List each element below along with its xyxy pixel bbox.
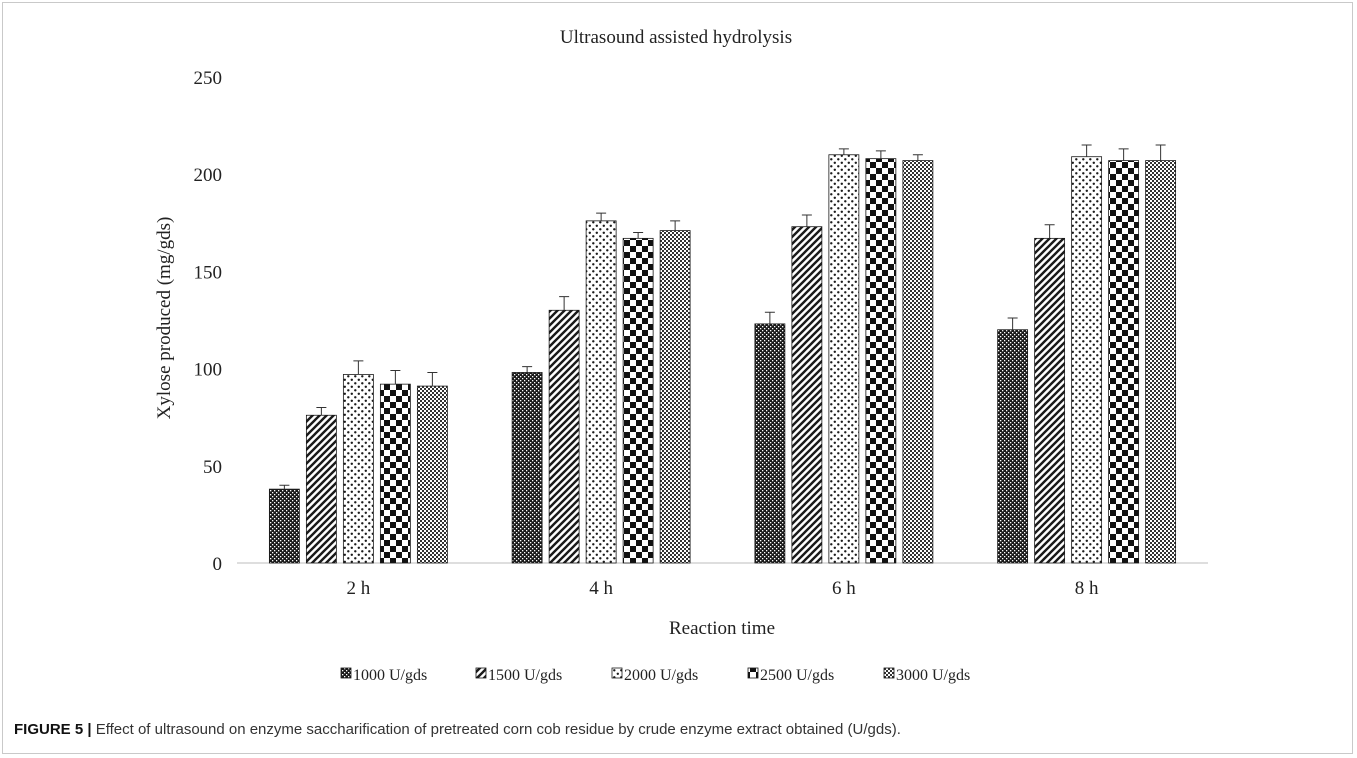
legend-swatch — [475, 667, 487, 679]
error-bar — [1081, 144, 1092, 157]
error-bar — [1044, 224, 1055, 239]
bar — [268, 488, 300, 564]
error-bar — [670, 220, 681, 231]
bar — [622, 237, 654, 564]
error-bar — [912, 154, 923, 161]
error-bar — [559, 296, 570, 311]
y-tick-label: 200 — [194, 165, 223, 186]
x-tick-label: 8 h — [1075, 578, 1099, 599]
bar — [379, 383, 411, 564]
y-tick-label: 50 — [203, 457, 222, 478]
y-tick-label: 150 — [194, 262, 223, 283]
error-bar — [522, 366, 533, 373]
bar — [342, 374, 374, 564]
legend-label: 2500 U/gds — [760, 667, 834, 684]
bar — [585, 220, 617, 564]
y-tick-labels: 0 50 100 150 200 250 — [194, 68, 223, 575]
x-tick-label: 2 h — [347, 578, 371, 599]
error-bar — [875, 150, 886, 159]
bar — [1034, 237, 1066, 564]
legend-swatch — [611, 667, 623, 679]
bar — [1071, 156, 1103, 564]
x-axis-label: Reaction time — [669, 618, 775, 639]
error-bar — [353, 360, 364, 375]
error-bar — [838, 148, 849, 155]
figure-caption: FIGURE 5 | Effect of ultrasound on enzym… — [14, 721, 1334, 738]
error-bar — [427, 371, 438, 387]
bar — [416, 385, 448, 564]
error-bars — [279, 144, 1166, 490]
error-bar — [596, 212, 607, 221]
error-bar — [1007, 317, 1018, 330]
legend-label: 2000 U/gds — [624, 667, 698, 684]
y-tick-label: 0 — [213, 554, 223, 575]
y-axis-label: Xylose produced (mg/gds) — [154, 217, 175, 420]
error-bar — [279, 484, 290, 490]
error-bar — [801, 214, 812, 227]
legend-swatch — [340, 667, 352, 679]
y-tick-label: 100 — [194, 360, 223, 381]
bar — [511, 372, 543, 564]
legend-swatch — [883, 667, 895, 679]
x-tick-label: 6 h — [832, 578, 856, 599]
error-bar — [764, 311, 775, 324]
bar — [791, 226, 823, 564]
bar — [659, 230, 691, 564]
bar — [902, 160, 934, 564]
bar — [548, 309, 580, 564]
error-bar — [390, 370, 401, 385]
error-bar — [633, 232, 644, 239]
legend-label: 3000 U/gds — [896, 667, 970, 684]
error-bar — [316, 406, 327, 416]
chart-title: Ultrasound assisted hydrolysis — [560, 27, 792, 48]
bar — [997, 329, 1029, 564]
legend: 1000 U/gds 1500 U/gds 2000 U/gds 2500 U/gds… — [340, 667, 970, 684]
bar — [1145, 160, 1177, 564]
bar — [865, 158, 897, 564]
caption-text: Effect of ultrasound on enzyme saccharif… — [91, 721, 901, 738]
caption-label: FIGURE 5 | — [14, 721, 92, 738]
y-tick-label: 250 — [194, 68, 223, 89]
bar — [754, 323, 786, 564]
x-tick-labels: 2 h 4 h 6 h 8 h — [347, 578, 1100, 599]
legend-swatch — [747, 667, 759, 679]
x-tick-label: 4 h — [589, 578, 613, 599]
legend-label: 1000 U/gds — [353, 667, 427, 684]
bar — [305, 414, 337, 564]
legend-label: 1500 U/gds — [488, 667, 562, 684]
bar — [1108, 160, 1140, 564]
bars — [268, 154, 1177, 564]
error-bar — [1118, 148, 1129, 161]
error-bar — [1155, 144, 1166, 161]
bar — [828, 154, 860, 564]
